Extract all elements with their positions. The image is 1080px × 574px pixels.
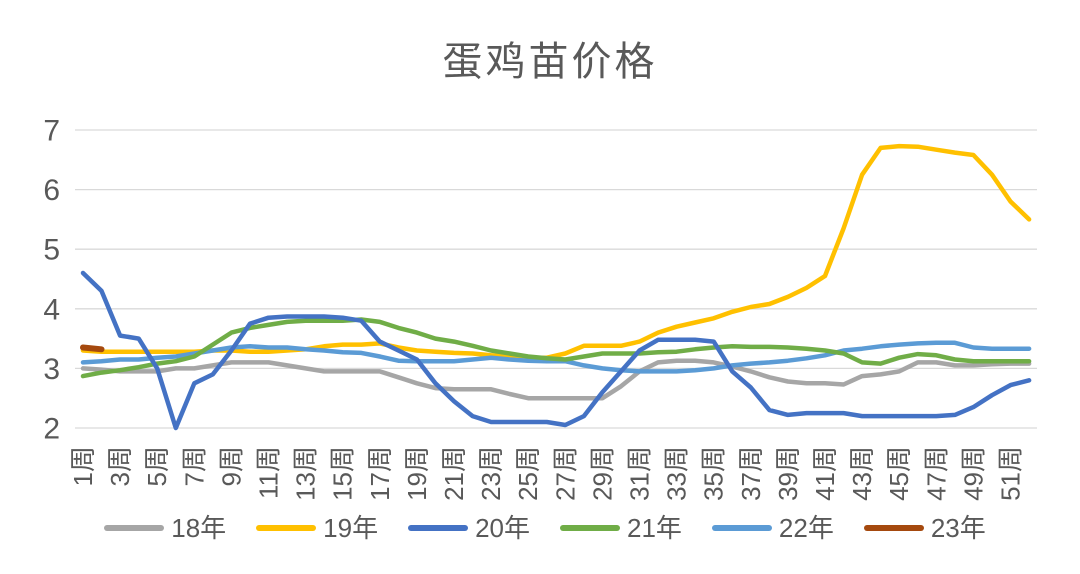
legend-swatch-20: [408, 525, 469, 531]
series-line-22: [80, 340, 1032, 374]
y-tick-label-5: 5: [43, 234, 60, 267]
legend-label-23: 23年: [930, 513, 986, 543]
x-tick-label-15: 15周: [328, 446, 358, 501]
x-tick-label-3: 3周: [105, 446, 135, 486]
legend-item-23: 23年: [863, 513, 986, 543]
x-tick-label-17: 17周: [365, 446, 395, 501]
y-tick-label-4: 4: [43, 293, 60, 326]
x-tick-label-1: 1周: [68, 446, 98, 486]
legend-label-20: 20年: [475, 513, 530, 543]
y-tick-label-6: 6: [43, 174, 60, 207]
legend-swatch-21: [560, 525, 620, 531]
legend-item-19: 19年: [256, 515, 378, 541]
legend-label-21: 21年: [627, 513, 682, 543]
x-tick-label-13: 13周: [291, 446, 321, 501]
series-line-20: [80, 270, 1032, 431]
legend-label-18: 18年: [171, 513, 227, 543]
x-tick-label-31: 31周: [625, 446, 655, 501]
legend-item-22: 22年: [711, 513, 834, 543]
x-tick-label-19: 19周: [402, 446, 432, 501]
x-tick-label-9: 9周: [216, 446, 246, 486]
legend-item-18: 18年: [104, 515, 226, 541]
legend-swatch-18: [104, 525, 165, 531]
x-tick-label-27: 27周: [550, 446, 580, 501]
x-tick-label-21: 21周: [439, 446, 469, 501]
y-tick-label-3: 3: [43, 353, 60, 386]
x-tick-label-23: 23周: [476, 446, 506, 501]
x-tick-label-29: 29周: [587, 446, 617, 501]
x-tick-label-37: 37周: [736, 446, 766, 501]
x-tick-label-5: 5周: [142, 446, 172, 486]
legend-swatch-23: [863, 525, 924, 531]
legend-swatch-22: [711, 525, 772, 531]
y-tick-label-7: 7: [43, 115, 60, 148]
chart-title: 蛋鸡苗价格: [442, 39, 658, 84]
series-line-19: [80, 143, 1032, 360]
x-tick-label-43: 43周: [847, 446, 877, 501]
series-line-21: [80, 317, 1032, 379]
y-tick-label-2: 2: [43, 413, 60, 446]
x-tick-label-41: 41周: [810, 446, 840, 501]
legend: 18年 19年 20年 21年 22年 23年: [20, 510, 1070, 546]
x-tick-label-51: 51周: [996, 446, 1026, 501]
x-tick-label-33: 33周: [662, 446, 692, 501]
x-tick-label-25: 25周: [513, 446, 543, 501]
legend-item-20: 20年: [408, 515, 530, 541]
series-line-23: [80, 344, 105, 353]
legend-label-19: 19年: [323, 513, 379, 543]
x-tick-label-45: 45周: [884, 446, 914, 501]
x-tick-label-39: 39周: [773, 446, 803, 501]
x-tick-label-35: 35周: [699, 446, 729, 501]
x-tick-label-7: 7周: [179, 446, 209, 486]
legend-item-21: 21年: [560, 515, 682, 541]
series-line-18: [80, 358, 1032, 401]
legend-swatch-19: [256, 525, 317, 531]
x-tick-label-11: 11周: [254, 446, 284, 499]
x-tick-label-47: 47周: [921, 446, 951, 501]
legend-label-22: 22年: [778, 513, 834, 543]
x-tick-label-49: 49周: [958, 446, 988, 501]
